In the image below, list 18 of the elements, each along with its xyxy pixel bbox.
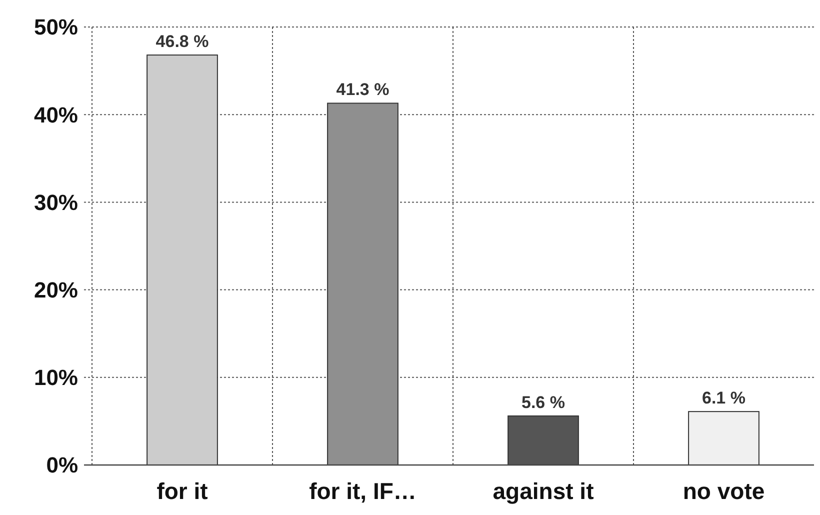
y-tick-label: 0%: [46, 452, 78, 478]
x-tick-label: no vote: [682, 478, 765, 504]
x-tick-label: for it, IF…: [309, 478, 416, 504]
y-tick-label: 10%: [34, 365, 78, 390]
y-tick-label: 40%: [34, 102, 78, 128]
y-tick-label: 30%: [34, 190, 78, 215]
data-label: 6.1 %: [702, 388, 746, 408]
bar: [508, 415, 579, 466]
x-tick-label: against it: [492, 478, 594, 504]
data-label: 5.6 %: [522, 392, 565, 412]
x-tick-label: for it: [156, 478, 208, 504]
y-tick-label: 20%: [34, 278, 78, 302]
bar: [146, 54, 218, 466]
data-label: 46.8 %: [156, 32, 209, 52]
y-tick-label: 50%: [34, 14, 78, 40]
bar: [688, 411, 760, 466]
bar: [327, 102, 398, 466]
data-label: 41.3 %: [336, 80, 390, 100]
